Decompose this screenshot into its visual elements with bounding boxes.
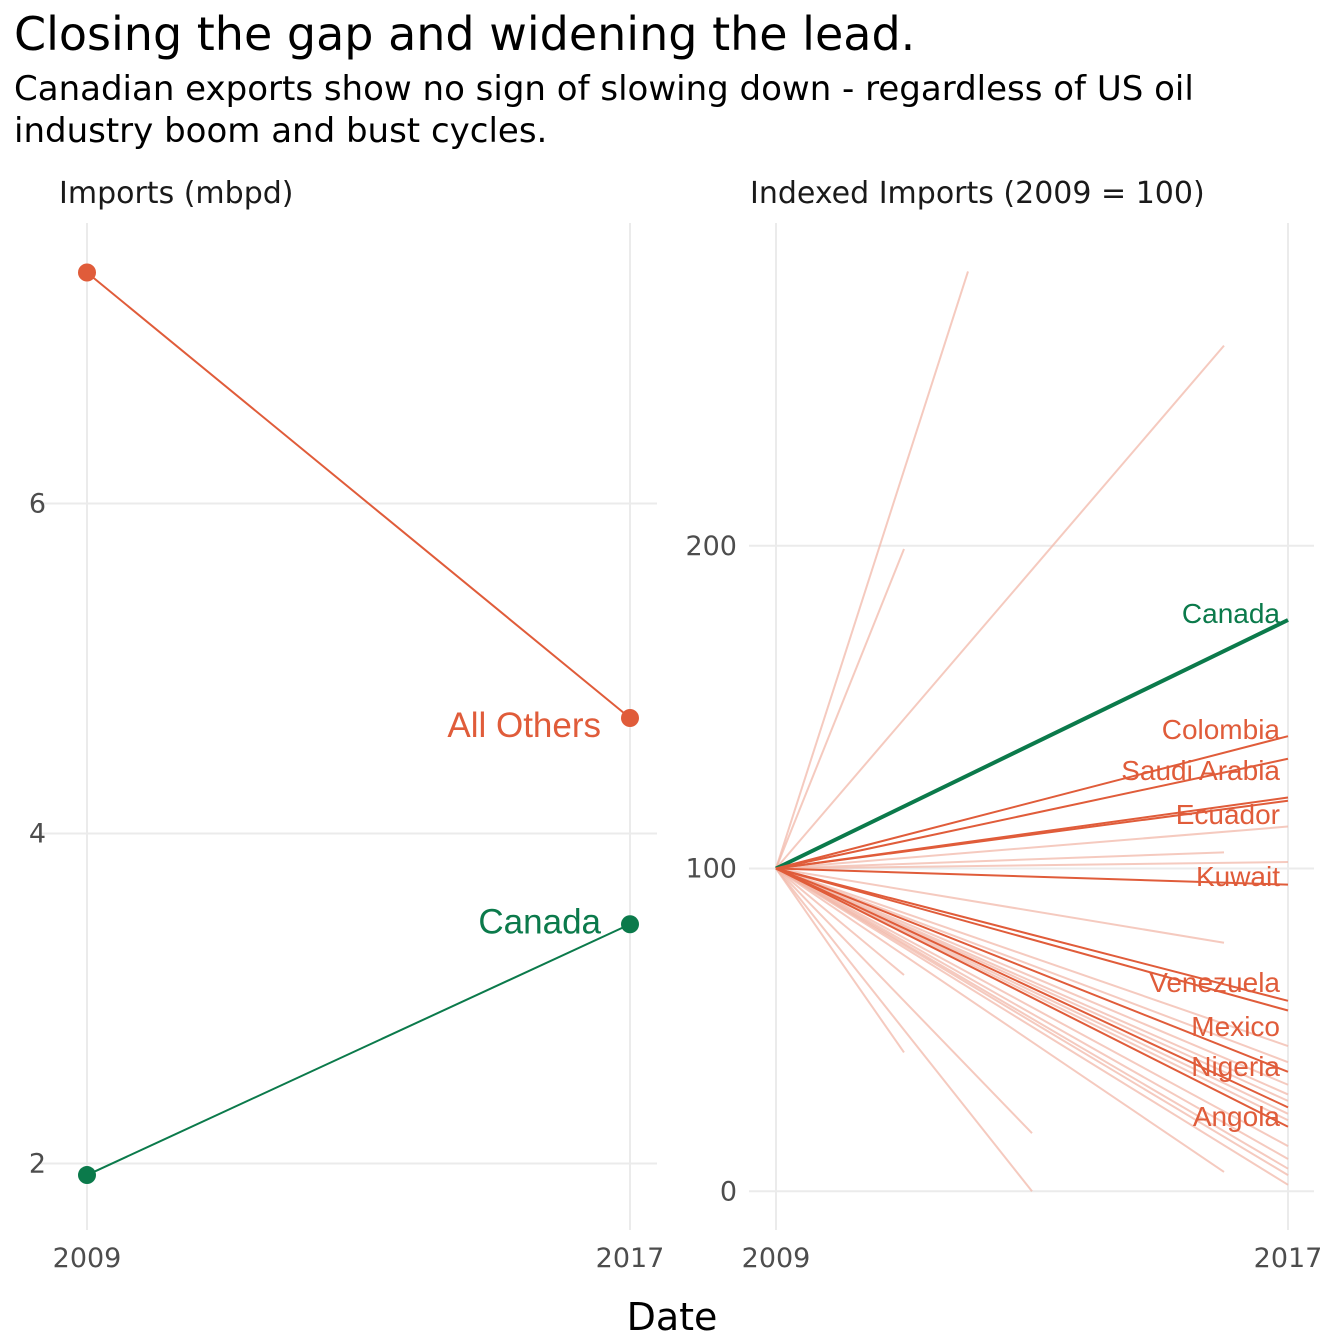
country-line-canada (775, 618, 1289, 871)
right-x-tick-label: 2017 (1254, 1243, 1323, 1274)
background-country-line (775, 867, 1289, 1047)
left-panel: 2009 2017 2 4 6 All Others Canada (29, 223, 665, 1274)
country-line-kuwait (775, 867, 1289, 886)
country-line-ecuador (775, 799, 1289, 870)
left-panel-title: Imports (mbpd) (59, 176, 294, 211)
background-country-line (775, 271, 969, 869)
country-label: Ecuador (1176, 799, 1280, 830)
background-country-line (775, 344, 1225, 870)
highlighted-country-line (775, 867, 1289, 1002)
right-y-tick-label: 100 (685, 854, 737, 885)
right-x-tick-label: 2009 (742, 1243, 811, 1274)
country-label: Nigeria (1191, 1051, 1280, 1082)
data-point (78, 263, 96, 282)
background-country-line (775, 867, 1225, 1173)
data-point (621, 709, 639, 727)
country-label: Saudi Arabia (1121, 755, 1280, 786)
left-y-tick-label: 2 (29, 1149, 46, 1180)
left-x-tick-label: 2017 (596, 1243, 665, 1274)
country-line-colombia (775, 735, 1289, 870)
country-label: Mexico (1191, 1011, 1280, 1042)
chart-title: Closing the gap and widening the lead. (14, 7, 916, 61)
x-axis-title: Date (627, 1295, 718, 1339)
country-label: Kuwait (1196, 861, 1280, 892)
background-country-line (775, 867, 1289, 1064)
background-country-line (775, 825, 1289, 870)
series-line-canada (86, 923, 631, 1176)
background-country-line (775, 548, 905, 869)
country-label: Canada (1182, 598, 1281, 629)
country-line-nigeria (775, 867, 1289, 1109)
right-panel-title: Indexed Imports (2009 = 100) (750, 176, 1205, 211)
background-country-line (775, 867, 1289, 1160)
left-y-tick-label: 6 (29, 489, 46, 520)
background-country-line (775, 867, 1289, 1086)
data-point (78, 1166, 96, 1185)
chart-subtitle: Canadian exports show no sign of slowing… (14, 69, 1194, 151)
background-country-line (775, 867, 1289, 1186)
country-line-angola (775, 867, 1289, 1128)
left-y-tick-label: 4 (29, 819, 46, 850)
background-country-line (775, 867, 1033, 1192)
background-country-line (775, 867, 1033, 1134)
background-country-line (775, 867, 1289, 1147)
left-x-tick-label: 2009 (53, 1243, 122, 1274)
right-panel: 2009 2017 0 100 200 Canada Colombia Saudi Arabi… (685, 223, 1322, 1274)
country-label: Venezuela (1149, 967, 1280, 998)
data-point (621, 915, 639, 934)
series-label: All Others (447, 706, 601, 745)
country-label: Angola (1193, 1101, 1281, 1132)
background-country-line (775, 861, 1289, 870)
series-label: Canada (478, 902, 601, 941)
background-country-line (775, 867, 905, 976)
right-y-tick-label: 200 (685, 531, 737, 562)
right-y-tick-label: 0 (720, 1176, 737, 1207)
background-country-line (775, 851, 1225, 870)
country-line-venezuela (775, 867, 1289, 1012)
background-country-line (775, 867, 1289, 1176)
country-line-saudi-arabia (775, 757, 1289, 870)
series-line-all-others (86, 271, 631, 719)
country-label: Colombia (1162, 714, 1281, 745)
background-country-line (775, 867, 905, 1054)
background-country-line (775, 867, 1225, 944)
country-line-mexico (775, 867, 1289, 1073)
